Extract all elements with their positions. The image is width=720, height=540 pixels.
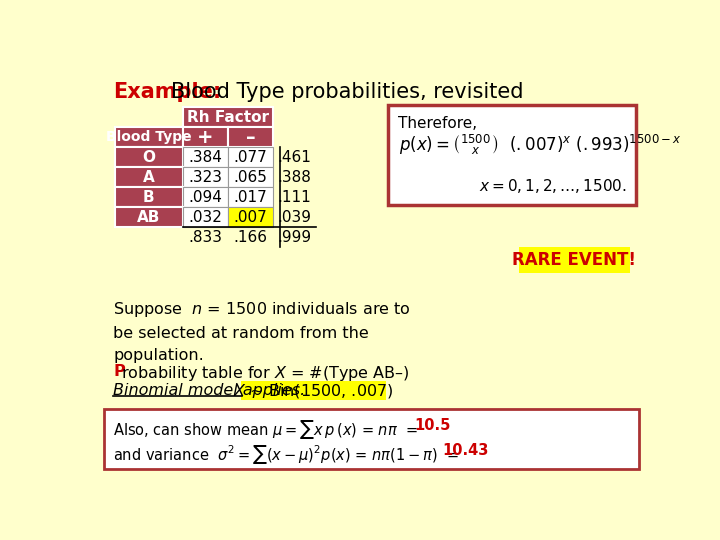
Text: .833: .833 (189, 230, 222, 245)
Text: and variance  $\sigma^2 = \sum (x - \mu)^2 p(x)$ = $n\pi(1-\pi)$  =: and variance $\sigma^2 = \sum (x - \mu)^… (113, 443, 466, 466)
Text: .032: .032 (189, 210, 222, 225)
Text: .323: .323 (189, 170, 222, 185)
Bar (183, 207, 228, 227)
Text: A: A (143, 170, 155, 185)
Bar (228, 127, 273, 147)
Bar (183, 187, 228, 207)
Text: 10.43: 10.43 (443, 443, 489, 458)
Bar (114, 207, 183, 227)
Bar (114, 147, 183, 167)
Bar (228, 147, 273, 167)
Bar (228, 167, 273, 187)
Bar (183, 147, 228, 167)
Text: 10.5: 10.5 (414, 418, 450, 433)
Text: Blood Type probabilities, revisited: Blood Type probabilities, revisited (171, 82, 523, 102)
Text: O: O (143, 150, 156, 165)
Text: +: + (197, 127, 214, 147)
Text: Rh Factor: Rh Factor (187, 110, 269, 125)
FancyBboxPatch shape (104, 409, 639, 469)
Text: –: – (246, 127, 255, 147)
Text: .094: .094 (189, 190, 222, 205)
FancyBboxPatch shape (518, 247, 630, 273)
Text: .384: .384 (189, 150, 222, 165)
Bar (228, 207, 273, 227)
Text: Suppose  $n$ = 1500 individuals are to
be selected at random from the
population: Suppose $n$ = 1500 individuals are to be… (113, 300, 411, 363)
Text: B: B (143, 190, 155, 205)
Text: .166: .166 (233, 230, 267, 245)
Text: robability table for $X$ = #(Type AB–): robability table for $X$ = #(Type AB–) (121, 363, 410, 382)
Text: $x = 0, 1, 2, \ldots, 1500.$: $x = 0, 1, 2, \ldots, 1500.$ (480, 177, 627, 195)
Bar (114, 167, 183, 187)
Text: Binomial model applies.: Binomial model applies. (113, 383, 305, 398)
Bar (183, 167, 228, 187)
Bar (183, 127, 228, 147)
Text: Example:: Example: (113, 82, 222, 102)
Text: P: P (113, 363, 125, 379)
Bar (183, 107, 273, 127)
Bar (228, 187, 273, 207)
Text: .039: .039 (278, 210, 312, 225)
Text: $X$ ~ Bin(1500, .007): $X$ ~ Bin(1500, .007) (233, 381, 394, 400)
Text: .017: .017 (233, 190, 267, 205)
Text: .388: .388 (278, 170, 312, 185)
Text: .111: .111 (278, 190, 312, 205)
FancyBboxPatch shape (241, 381, 386, 400)
Text: $p(x) = \binom{1500}{x}$  $(.007)^x$ $(.993)^{1500-x}$: $p(x) = \binom{1500}{x}$ $(.007)^x$ $(.9… (399, 132, 682, 157)
Text: .077: .077 (233, 150, 267, 165)
Text: .007: .007 (233, 210, 267, 225)
Text: Blood Type: Blood Type (106, 130, 192, 144)
Text: .461: .461 (278, 150, 312, 165)
FancyBboxPatch shape (388, 105, 636, 205)
Text: Therefore,: Therefore, (397, 116, 477, 131)
Bar (114, 187, 183, 207)
Text: .999: .999 (277, 230, 312, 245)
Text: AB: AB (138, 210, 161, 225)
Text: RARE EVENT!: RARE EVENT! (513, 251, 636, 268)
Text: Also, can show mean $\mu = \sum x\,p\,(x)$ = $n\pi$  =: Also, can show mean $\mu = \sum x\,p\,(x… (113, 418, 425, 441)
Text: .065: .065 (233, 170, 267, 185)
Bar (114, 127, 183, 147)
